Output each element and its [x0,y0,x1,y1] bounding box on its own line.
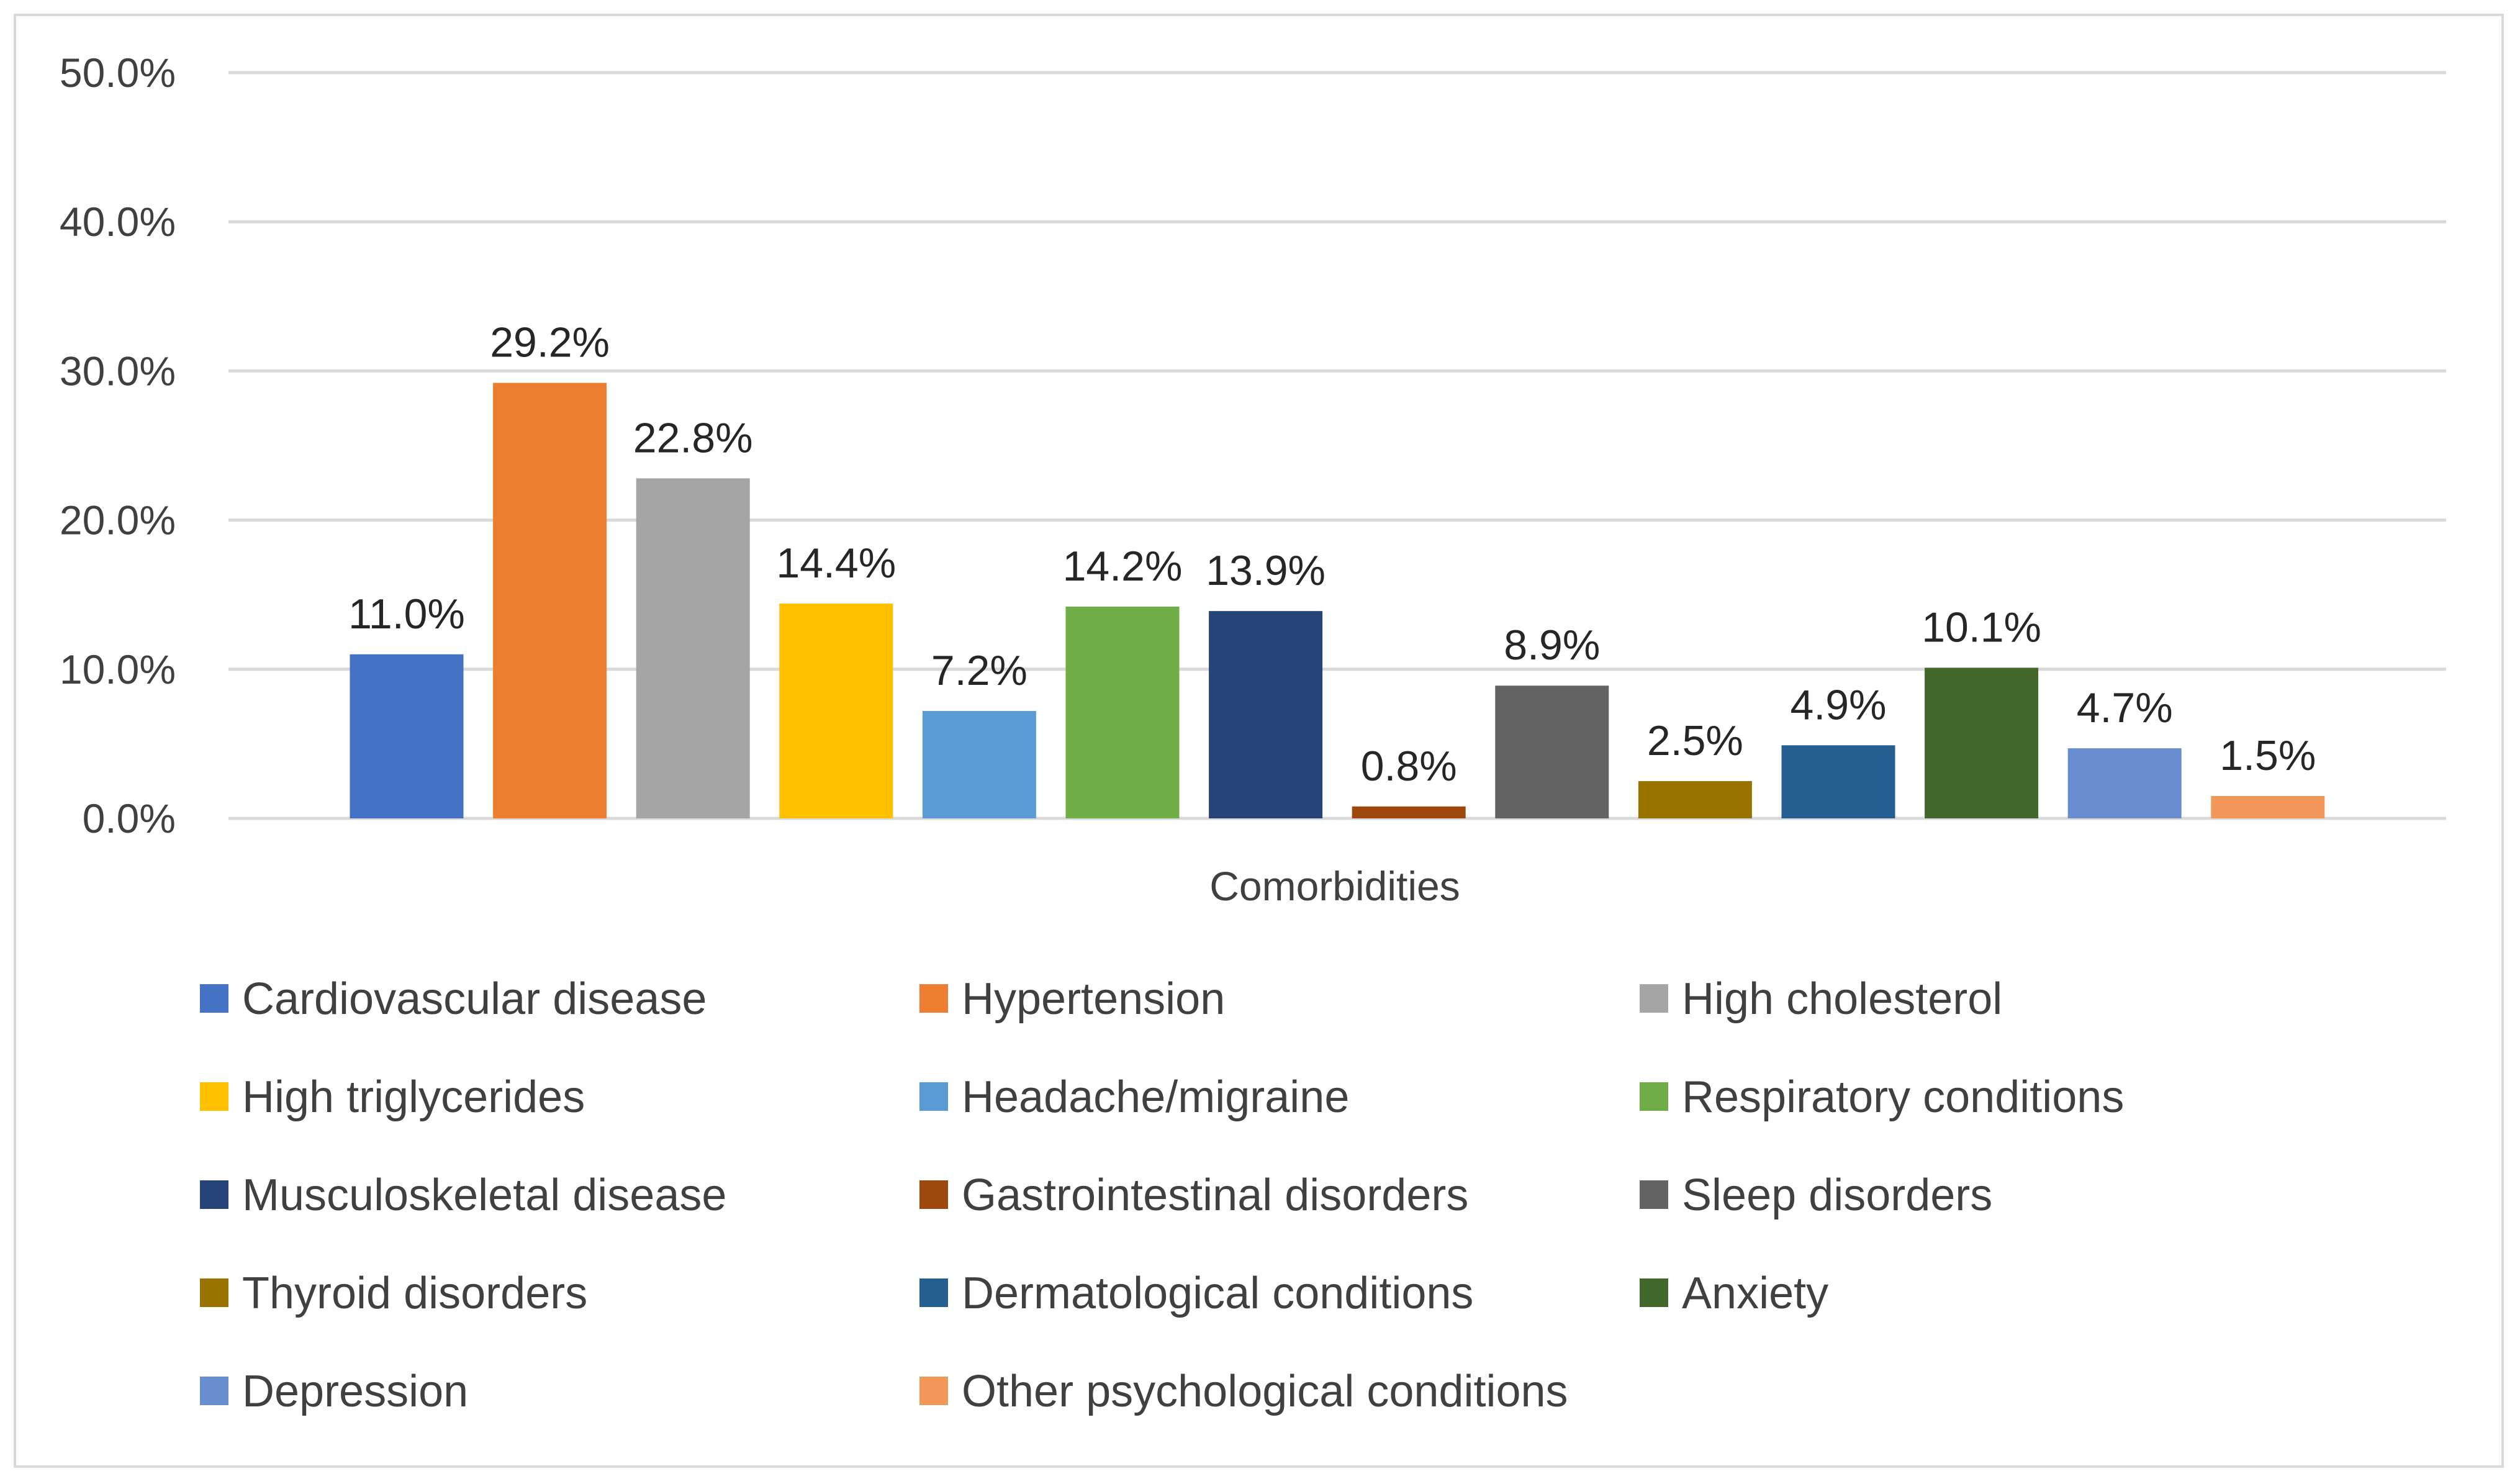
legend-label-cardiovascular-disease: Cardiovascular disease [242,974,707,1024]
data-label-high-triglycerides: 14.4% [776,540,896,587]
legend-swatch-musculoskeletal-disease [200,1180,228,1209]
legend-label-musculoskeletal-disease: Musculoskeletal disease [242,1170,726,1220]
bar-respiratory-conditions [1065,606,1180,818]
legend-label-high-cholesterol: High cholesterol [1682,974,2002,1024]
legend-label-gastrointestinal-disorders: Gastrointestinal disorders [962,1170,1468,1220]
x-axis-title: Comorbidities [1209,863,1460,909]
data-label-anxiety: 10.1% [1922,604,2041,651]
legend-swatch-sleep-disorders [1640,1180,1668,1209]
legend-swatch-high-cholesterol [1640,984,1668,1013]
legend-swatch-depression [200,1377,228,1405]
legend-label-respiratory-conditions: Respiratory conditions [1682,1072,2124,1122]
legend-label-sleep-disorders: Sleep disorders [1682,1170,1992,1220]
legend-label-depression: Depression [242,1367,468,1416]
bar-cardiovascular-disease [350,654,464,818]
legend-label-dermatological-conditions: Dermatological conditions [962,1269,1473,1318]
legend-swatch-hypertension [919,984,948,1013]
data-label-hypertension: 29.2% [490,319,610,366]
y-tick-label: 0.0% [83,795,176,841]
data-label-sleep-disorders: 8.9% [1504,622,1600,669]
data-label-thyroid-disorders: 2.5% [1647,717,1743,764]
data-label-other-psychological-conditions: 1.5% [2220,732,2316,779]
legend-swatch-gastrointestinal-disorders [919,1180,948,1209]
y-tick-label: 50.0% [60,50,176,96]
legend-swatch-other-psychological-conditions [919,1377,948,1405]
bar-headache-migraine [922,711,1036,818]
bars [350,382,2325,818]
legend-label-hypertension: Hypertension [962,974,1225,1024]
legend-swatch-respiratory-conditions [1640,1082,1668,1111]
data-label-cardiovascular-disease: 11.0% [348,590,465,638]
legend-swatch-high-triglycerides [200,1082,228,1111]
legend-label-other-psychological-conditions: Other psychological conditions [962,1367,1568,1416]
bar-musculoskeletal-disease [1209,611,1323,818]
y-tick-label: 10.0% [60,646,176,692]
bar-depression [2067,748,2182,818]
bar-thyroid-disorders [1638,780,1752,818]
bar-sleep-disorders [1495,685,1609,818]
data-label-depression: 4.7% [2077,684,2173,731]
bar-high-cholesterol [636,478,750,818]
bar-hypertension [493,382,607,818]
legend: Cardiovascular disease Hypertension High c… [200,974,2124,1416]
data-label-headache-migraine: 7.2% [931,647,1027,694]
bar-other-psychological-conditions [2211,795,2325,818]
data-label-musculoskeletal-disease: 13.9% [1206,547,1325,594]
bar-dermatological-conditions [1781,745,1895,818]
data-label-dermatological-conditions: 4.9% [1791,681,1887,728]
y-axis-tick-labels: 0.0% 10.0% 20.0% 30.0% 40.0% 50.0% [60,50,176,841]
data-label-high-cholesterol: 22.8% [633,414,753,461]
bar-high-triglycerides [779,604,893,818]
legend-swatch-cardiovascular-disease [200,984,228,1013]
y-tick-label: 40.0% [60,199,176,245]
y-tick-label: 20.0% [60,497,176,543]
legend-swatch-thyroid-disorders [200,1278,228,1307]
legend-label-thyroid-disorders: Thyroid disorders [242,1269,587,1318]
y-tick-label: 30.0% [60,348,176,394]
data-labels: 11.0% 29.2% 22.8% 14.4% 7.2% 14.2% 13.9% 0.8% 8.… [348,319,2316,790]
data-label-gastrointestinal-disorders: 0.8% [1361,743,1457,790]
legend-swatch-dermatological-conditions [919,1278,948,1307]
legend-label-anxiety: Anxiety [1682,1269,1828,1318]
legend-label-headache-migraine: Headache/migraine [962,1072,1349,1122]
legend-label-high-triglycerides: High triglycerides [242,1072,585,1122]
legend-swatch-anxiety [1640,1278,1668,1307]
bar-anxiety [1925,667,2039,818]
legend-swatch-headache-migraine [919,1082,948,1111]
data-label-respiratory-conditions: 14.2% [1063,543,1183,590]
bar-gastrointestinal-disorders [1352,806,1466,818]
